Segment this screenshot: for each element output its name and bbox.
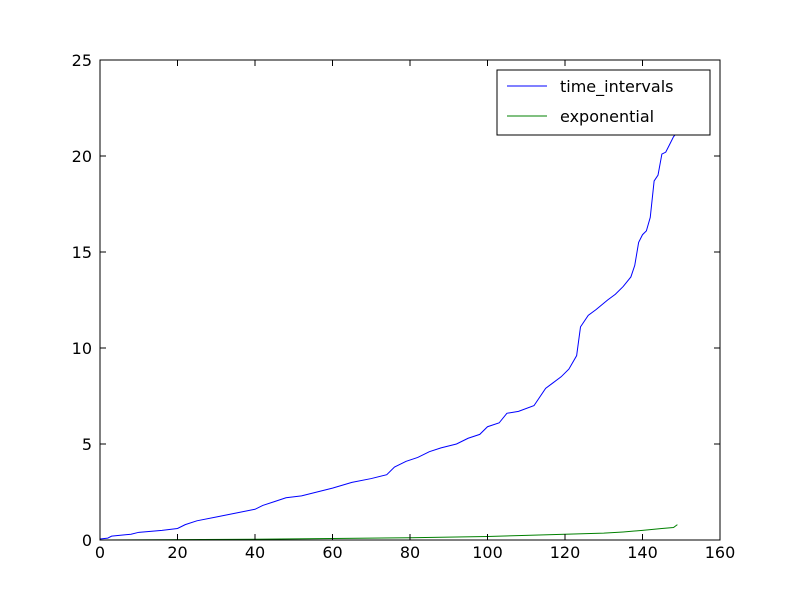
x-tick-label: 100 (472, 543, 503, 562)
x-tick-label: 20 (167, 543, 187, 562)
legend-label-exponential: exponential (560, 107, 654, 126)
x-tick-label: 0 (95, 543, 105, 562)
tick-layer: 0 20 40 60 80 100 120 140 160 0 5 10 15 20 25 (72, 51, 736, 562)
y-tick-label: 10 (72, 339, 92, 358)
series-layer (99, 132, 678, 541)
x-tick-label: 40 (245, 543, 265, 562)
y-tick-label: 0 (82, 531, 92, 550)
y-tick-label: 20 (72, 147, 92, 166)
legend-box (496, 69, 711, 136)
series-line-time-intervals (99, 132, 677, 540)
series-line-exponential (99, 524, 678, 541)
y-tick-label: 15 (72, 243, 92, 262)
legend-label-time-intervals: time_intervals (560, 77, 673, 97)
legend: time_intervals exponential (496, 69, 711, 136)
y-tick-label: 5 (82, 435, 92, 454)
x-tick-label: 60 (322, 543, 342, 562)
x-tick-label: 80 (400, 543, 420, 562)
x-tick-label: 120 (550, 543, 581, 562)
y-tick-label: 25 (72, 51, 92, 70)
x-tick-label: 140 (627, 543, 658, 562)
x-tick-label: 160 (705, 543, 736, 562)
